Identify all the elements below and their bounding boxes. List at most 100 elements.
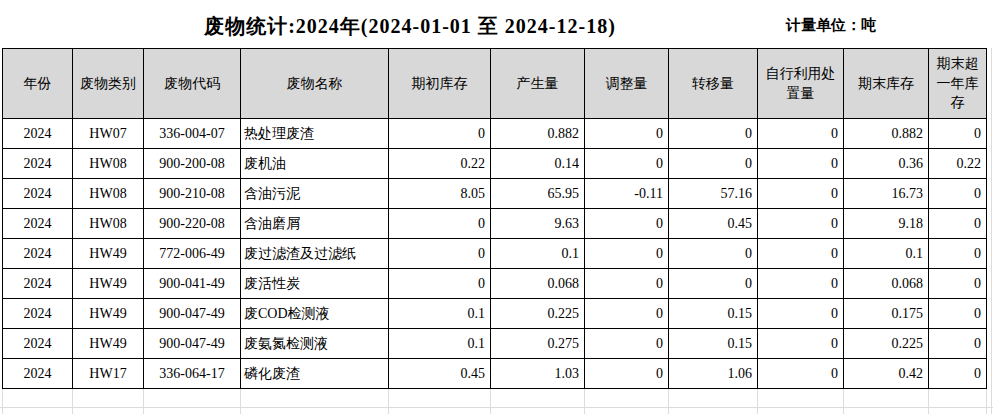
cell-code[interactable]: 772-006-49 xyxy=(144,239,241,269)
cell-transfer[interactable]: 1.06 xyxy=(669,359,758,389)
cell-code[interactable]: 900-047-49 xyxy=(144,299,241,329)
column-header-closing[interactable]: 期末库存 xyxy=(844,49,929,119)
cell-generated[interactable]: 65.95 xyxy=(491,179,585,209)
cell-self_disposal[interactable]: 0 xyxy=(758,179,844,209)
cell-name[interactable]: 废过滤渣及过滤纸 xyxy=(241,239,389,269)
cell-self_disposal[interactable]: 0 xyxy=(758,119,844,149)
cell-self_disposal[interactable]: 0 xyxy=(758,239,844,269)
cell-over_year[interactable]: 0 xyxy=(929,119,987,149)
column-header-transfer[interactable]: 转移量 xyxy=(669,49,758,119)
column-header-self_disposal[interactable]: 自行利用处置量 xyxy=(758,49,844,119)
cell-year[interactable]: 2024 xyxy=(3,359,73,389)
column-header-category[interactable]: 废物类别 xyxy=(73,49,144,119)
cell-closing[interactable]: 0.1 xyxy=(844,239,929,269)
column-header-adjustment[interactable]: 调整量 xyxy=(585,49,669,119)
cell-closing[interactable]: 0.882 xyxy=(844,119,929,149)
cell-year[interactable]: 2024 xyxy=(3,269,73,299)
cell-adjustment[interactable]: 0 xyxy=(585,209,669,239)
cell-self_disposal[interactable]: 0 xyxy=(758,299,844,329)
column-header-code[interactable]: 废物代码 xyxy=(144,49,241,119)
cell-year[interactable]: 2024 xyxy=(3,119,73,149)
cell-over_year[interactable]: 0 xyxy=(929,209,987,239)
cell-year[interactable]: 2024 xyxy=(3,149,73,179)
cell-year[interactable]: 2024 xyxy=(3,179,73,209)
cell-adjustment[interactable]: 0 xyxy=(585,269,669,299)
cell-category[interactable]: HW49 xyxy=(73,299,144,329)
cell-code[interactable]: 336-064-17 xyxy=(144,359,241,389)
cell-year[interactable]: 2024 xyxy=(3,329,73,359)
cell-opening[interactable]: 0 xyxy=(389,239,491,269)
cell-transfer[interactable]: 0 xyxy=(669,119,758,149)
cell-adjustment[interactable]: -0.11 xyxy=(585,179,669,209)
cell-year[interactable]: 2024 xyxy=(3,209,73,239)
cell-name[interactable]: 废氨氮检测液 xyxy=(241,329,389,359)
cell-transfer[interactable]: 0.15 xyxy=(669,329,758,359)
cell-over_year[interactable]: 0.22 xyxy=(929,149,987,179)
cell-name[interactable]: 磷化废渣 xyxy=(241,359,389,389)
cell-over_year[interactable]: 0 xyxy=(929,269,987,299)
cell-name[interactable]: 废机油 xyxy=(241,149,389,179)
cell-category[interactable]: HW49 xyxy=(73,269,144,299)
cell-category[interactable]: HW08 xyxy=(73,179,144,209)
cell-generated[interactable]: 0.14 xyxy=(491,149,585,179)
cell-closing[interactable]: 9.18 xyxy=(844,209,929,239)
cell-generated[interactable]: 9.63 xyxy=(491,209,585,239)
cell-opening[interactable]: 0.1 xyxy=(389,299,491,329)
cell-closing[interactable]: 0.175 xyxy=(844,299,929,329)
cell-opening[interactable]: 0.45 xyxy=(389,359,491,389)
cell-generated[interactable]: 0.068 xyxy=(491,269,585,299)
cell-self_disposal[interactable]: 0 xyxy=(758,269,844,299)
column-header-year[interactable]: 年份 xyxy=(3,49,73,119)
column-header-generated[interactable]: 产生量 xyxy=(491,49,585,119)
cell-self_disposal[interactable]: 0 xyxy=(758,359,844,389)
cell-adjustment[interactable]: 0 xyxy=(585,239,669,269)
cell-self_disposal[interactable]: 0 xyxy=(758,149,844,179)
column-header-name[interactable]: 废物名称 xyxy=(241,49,389,119)
cell-adjustment[interactable]: 0 xyxy=(585,359,669,389)
cell-over_year[interactable]: 0 xyxy=(929,329,987,359)
cell-code[interactable]: 336-004-07 xyxy=(144,119,241,149)
cell-transfer[interactable]: 0 xyxy=(669,239,758,269)
cell-over_year[interactable]: 0 xyxy=(929,299,987,329)
cell-generated[interactable]: 1.03 xyxy=(491,359,585,389)
cell-code[interactable]: 900-220-08 xyxy=(144,209,241,239)
cell-adjustment[interactable]: 0 xyxy=(585,329,669,359)
column-header-opening[interactable]: 期初库存 xyxy=(389,49,491,119)
cell-adjustment[interactable]: 0 xyxy=(585,119,669,149)
cell-adjustment[interactable]: 0 xyxy=(585,149,669,179)
cell-opening[interactable]: 0 xyxy=(389,209,491,239)
cell-category[interactable]: HW08 xyxy=(73,209,144,239)
cell-self_disposal[interactable]: 0 xyxy=(758,209,844,239)
cell-over_year[interactable]: 0 xyxy=(929,359,987,389)
cell-self_disposal[interactable]: 0 xyxy=(758,329,844,359)
cell-transfer[interactable]: 0 xyxy=(669,269,758,299)
cell-name[interactable]: 热处理废渣 xyxy=(241,119,389,149)
cell-opening[interactable]: 0 xyxy=(389,269,491,299)
cell-over_year[interactable]: 0 xyxy=(929,239,987,269)
cell-opening[interactable]: 0.1 xyxy=(389,329,491,359)
cell-generated[interactable]: 0.225 xyxy=(491,299,585,329)
cell-code[interactable]: 900-210-08 xyxy=(144,179,241,209)
cell-opening[interactable]: 0 xyxy=(389,119,491,149)
cell-closing[interactable]: 0.068 xyxy=(844,269,929,299)
cell-generated[interactable]: 0.275 xyxy=(491,329,585,359)
cell-category[interactable]: HW49 xyxy=(73,239,144,269)
cell-transfer[interactable]: 0.15 xyxy=(669,299,758,329)
cell-name[interactable]: 含油污泥 xyxy=(241,179,389,209)
cell-category[interactable]: HW17 xyxy=(73,359,144,389)
column-header-over_year[interactable]: 期末超一年库存 xyxy=(929,49,987,119)
cell-name[interactable]: 废COD检测液 xyxy=(241,299,389,329)
cell-closing[interactable]: 16.73 xyxy=(844,179,929,209)
cell-transfer[interactable]: 0 xyxy=(669,149,758,179)
cell-generated[interactable]: 0.1 xyxy=(491,239,585,269)
cell-name[interactable]: 废活性炭 xyxy=(241,269,389,299)
cell-year[interactable]: 2024 xyxy=(3,299,73,329)
cell-opening[interactable]: 8.05 xyxy=(389,179,491,209)
cell-closing[interactable]: 0.225 xyxy=(844,329,929,359)
cell-code[interactable]: 900-041-49 xyxy=(144,269,241,299)
cell-closing[interactable]: 0.42 xyxy=(844,359,929,389)
cell-transfer[interactable]: 57.16 xyxy=(669,179,758,209)
cell-adjustment[interactable]: 0 xyxy=(585,299,669,329)
cell-category[interactable]: HW07 xyxy=(73,119,144,149)
cell-opening[interactable]: 0.22 xyxy=(389,149,491,179)
